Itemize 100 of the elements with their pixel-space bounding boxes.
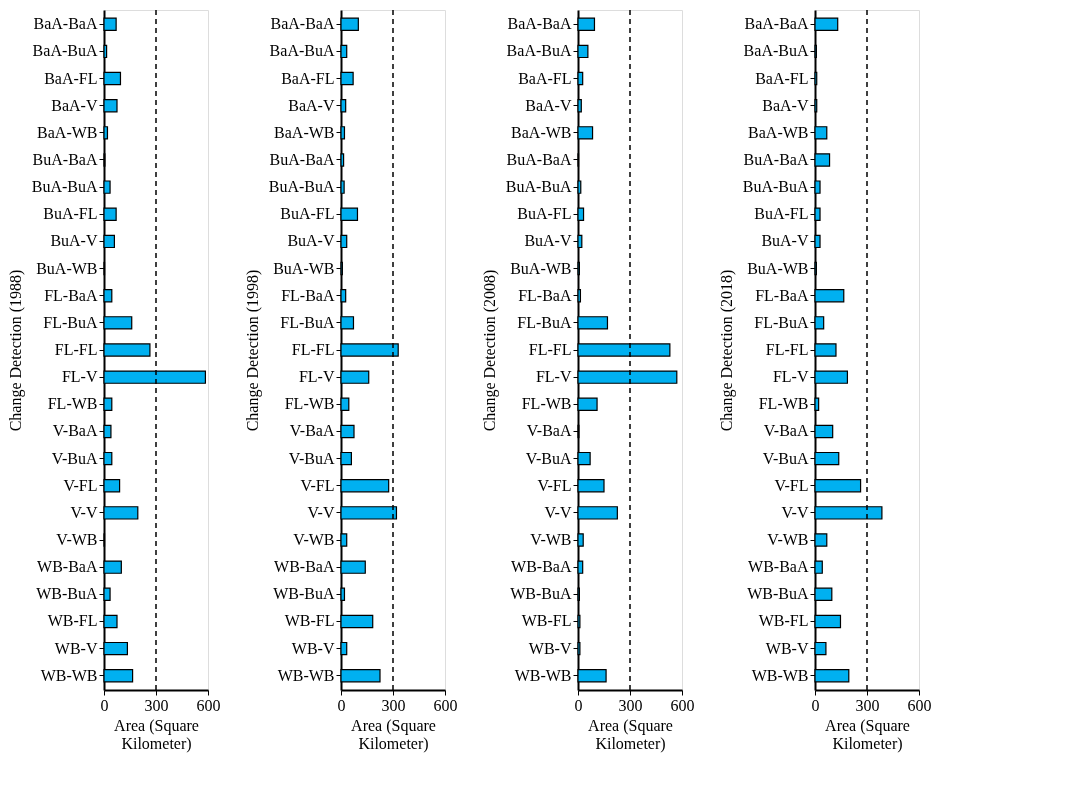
y-tick-label: FL-BaA [518, 286, 572, 304]
x-tick-label: 0 [811, 696, 820, 714]
y-tick-label: BuA-BaA [506, 150, 572, 168]
y-tick-label: WB-FL [284, 612, 335, 630]
y-tick-label: FL-WB [758, 395, 809, 413]
y-tick-label: WB-V [54, 639, 98, 657]
y-tick-label: BaA-BaA [33, 15, 98, 33]
y-tick-label: WB-V [765, 639, 809, 657]
y-tick-label: V-FL [63, 476, 98, 494]
y-tick-label: BuA-BaA [32, 150, 98, 168]
y-tick-label: BaA-BuA [32, 42, 98, 60]
y-tick-label: WB-BuA [273, 585, 335, 603]
y-tick-label: BuA-FL [280, 205, 335, 223]
x-tick-label: 600 [670, 696, 695, 714]
y-tick-label: BaA-FL [44, 69, 98, 87]
y-tick-label: BuA-V [50, 232, 98, 250]
y-tick-label: BaA-V [762, 96, 809, 114]
y-tick-label: V-BaA [526, 422, 572, 440]
y-tick-label: WB-BaA [37, 558, 98, 576]
y-tick-label: V-WB [530, 531, 572, 549]
y-tick-label: WB-BuA [510, 585, 572, 603]
y-tick-label: V-BuA [525, 449, 572, 467]
y-tick-label: WB-BuA [747, 585, 809, 603]
y-tick-label: FL-WB [284, 395, 335, 413]
y-tick-label: BaA-WB [748, 123, 809, 141]
y-tick-label: BaA-V [288, 96, 335, 114]
y-tick-label: V-BaA [289, 422, 335, 440]
y-tick-label: BuA-WB [510, 259, 572, 277]
y-axis-title: Change Detection (1998) [243, 269, 262, 432]
y-tick-label: BuA-V [287, 232, 335, 250]
x-axis-title: Area (Square Kilometer) [351, 716, 436, 753]
y-tick-label: FL-WB [47, 395, 98, 413]
y-tick-label: FL-BaA [44, 286, 98, 304]
y-tick-label: WB-WB [277, 666, 335, 684]
x-tick-label: 600 [433, 696, 458, 714]
y-tick-label: WB-BaA [274, 558, 335, 576]
y-tick-label: BaA-BaA [270, 15, 335, 33]
y-tick-label: V-BuA [288, 449, 335, 467]
y-tick-label: BaA-WB [37, 123, 98, 141]
y-tick-label: V-BaA [763, 422, 809, 440]
y-tick-label: WB-WB [40, 666, 98, 684]
y-tick-label: BaA-WB [274, 123, 335, 141]
x-axis-title: Area (Square Kilometer) [825, 716, 910, 753]
y-tick-label: WB-BaA [748, 558, 809, 576]
y-tick-label: WB-WB [514, 666, 572, 684]
y-tick-label: FL-FL [528, 341, 572, 358]
x-axis-title: Area (Square Kilometer) [588, 716, 673, 753]
y-tick-label: V-FL [774, 476, 809, 494]
y-tick-label: FL-V [535, 368, 572, 386]
y-tick-label: BuA-FL [517, 205, 572, 223]
y-tick-label: BuA-BaA [743, 150, 809, 168]
y-tick-label: FL-BuA [280, 313, 335, 331]
y-tick-label: BaA-BuA [269, 42, 335, 60]
y-tick-label: FL-BuA [517, 313, 572, 331]
y-tick-label: WB-WB [751, 666, 809, 684]
y-tick-label: V-FL [537, 476, 572, 494]
y-tick-label: BaA-V [525, 96, 572, 114]
y-tick-label: BaA-FL [518, 69, 572, 87]
y-tick-label: BuA-FL [754, 205, 809, 223]
y-tick-label: V-WB [767, 531, 809, 549]
y-tick-label: WB-BaA [511, 558, 572, 576]
y-tick-label: V-WB [293, 531, 335, 549]
y-tick-label: BaA-BaA [744, 15, 809, 33]
y-tick-label: V-BuA [762, 449, 809, 467]
y-tick-label: V-FL [300, 476, 335, 494]
y-tick-label: WB-FL [758, 612, 809, 630]
y-tick-label: BuA-WB [36, 259, 98, 277]
y-tick-label: V-WB [56, 531, 98, 549]
y-tick-label: BuA-WB [273, 259, 335, 277]
x-tick-label: 0 [100, 696, 109, 714]
y-tick-label: BuA-V [761, 232, 809, 250]
y-tick-label: BuA-V [524, 232, 572, 250]
y-tick-label: V-BuA [51, 449, 98, 467]
y-tick-label: FL-V [772, 368, 809, 386]
y-tick-label: FL-BuA [43, 313, 98, 331]
y-tick-label: FL-WB [521, 395, 572, 413]
y-tick-label: V-V [544, 503, 572, 521]
y-tick-label: BaA-BuA [506, 42, 572, 60]
y-axis-title: Change Detection (2018) [717, 269, 736, 432]
y-tick-label: BuA-WB [747, 259, 809, 277]
y-tick-label: BaA-WB [511, 123, 572, 141]
y-axis-title: Change Detection (1988) [6, 269, 25, 432]
y-tick-label: BaA-FL [281, 69, 335, 87]
y-tick-label: FL-FL [291, 341, 335, 358]
y-tick-label: WB-FL [47, 612, 98, 630]
y-tick-label: WB-FL [521, 612, 572, 630]
y-tick-label: BuA-BuA [505, 178, 572, 196]
y-tick-label: BaA-FL [755, 69, 809, 87]
y-tick-label: BuA-BuA [31, 178, 98, 196]
y-tick-label: FL-BuA [754, 313, 809, 331]
y-tick-label: WB-V [528, 639, 572, 657]
y-tick-label: FL-V [61, 368, 98, 386]
y-tick-label: FL-BaA [281, 286, 335, 304]
y-tick-label: BuA-FL [43, 205, 98, 223]
y-tick-label: V-V [307, 503, 335, 521]
y-tick-label: BuA-BuA [742, 178, 809, 196]
y-tick-label: FL-FL [765, 341, 809, 358]
y-tick-label: BaA-V [51, 96, 98, 114]
y-tick-label: WB-BuA [36, 585, 98, 603]
y-tick-label: BuA-BaA [269, 150, 335, 168]
